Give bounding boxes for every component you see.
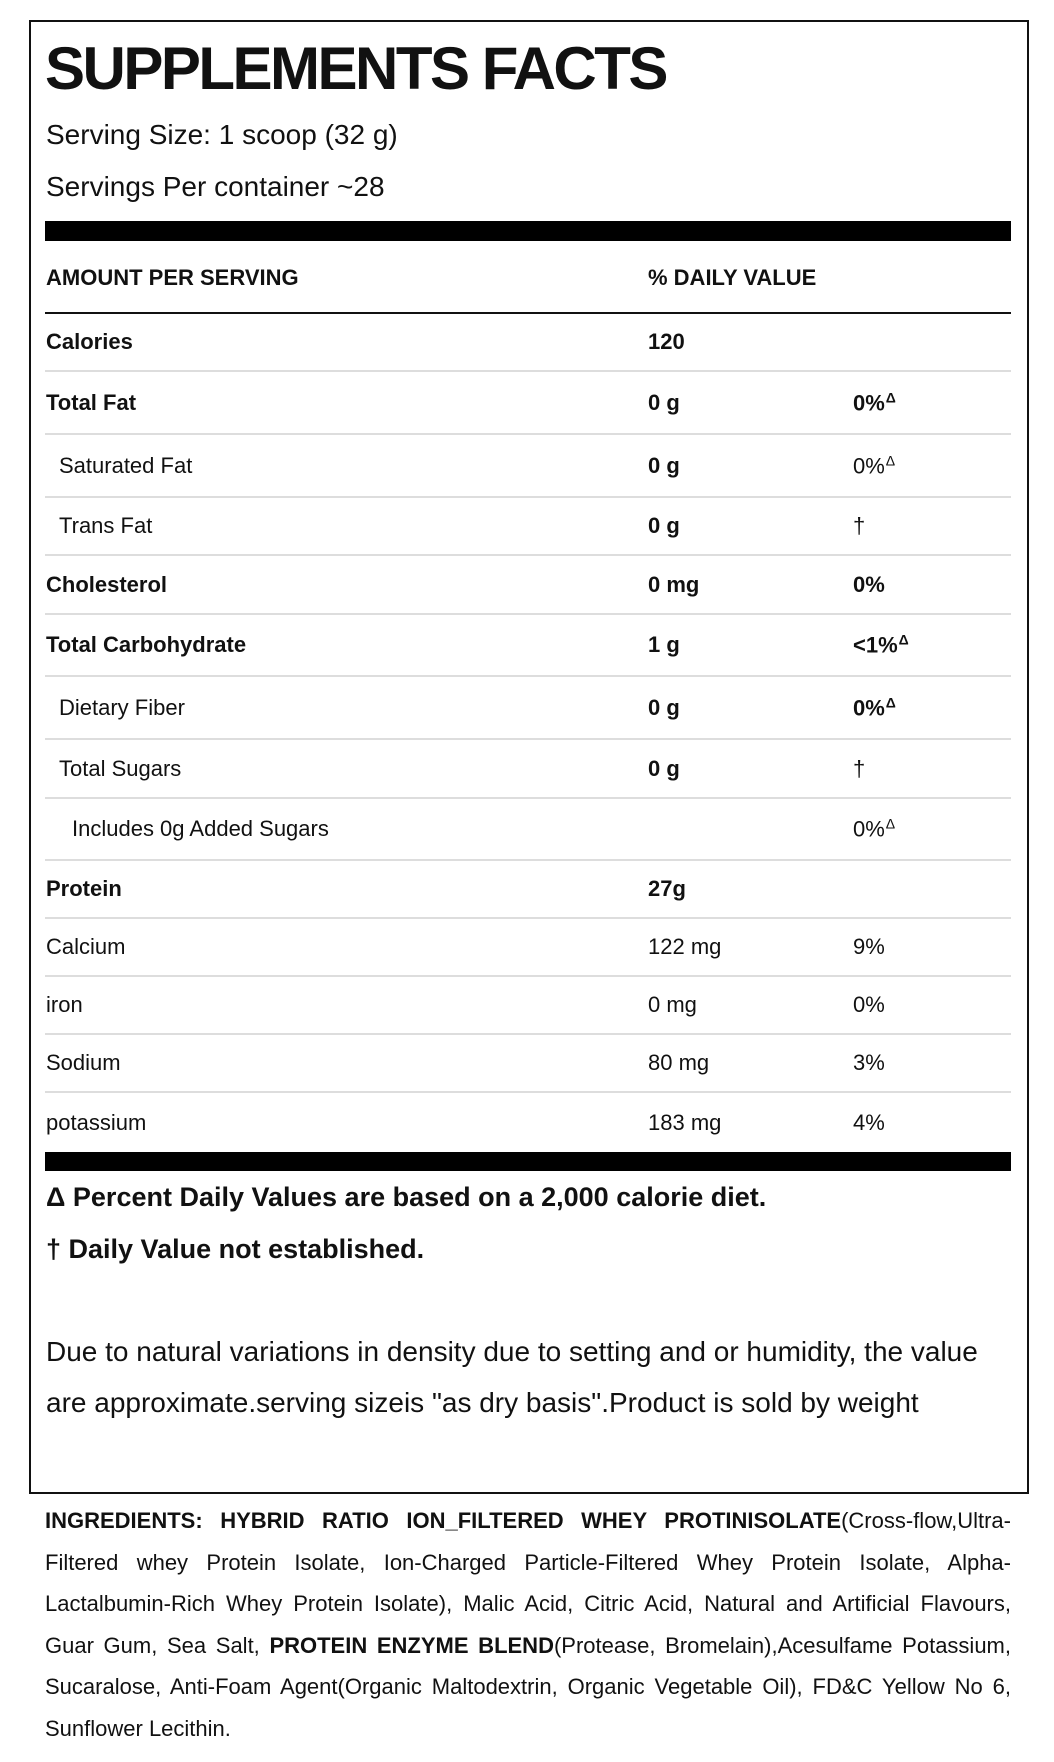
nutrient-label: Cholesterol (46, 571, 168, 597)
nutrient-label: Total Fat (46, 389, 137, 415)
delta-marker: Δ (885, 452, 896, 468)
daily-value-text: 0% (853, 992, 885, 1017)
nutrient-amount: 0 g (648, 452, 680, 478)
nutrient-row: Trans Fat 0 g † (45, 498, 1011, 556)
daily-value-header: % DAILY VALUE (648, 265, 817, 290)
daily-value-text: 3% (853, 1050, 885, 1075)
nutrient-label: Total Sugars (59, 755, 182, 781)
nutrient-amount: 122 mg (648, 934, 722, 959)
nutrient-amount: 27g (648, 876, 686, 901)
nutrient-daily-value: † (853, 756, 865, 782)
daily-value-text: 0% (853, 816, 885, 842)
header-divider (45, 312, 1011, 314)
nutrient-amount: 0 g (648, 755, 680, 781)
nutrient-daily-value: 9% (853, 934, 885, 960)
delta-marker: Δ (885, 815, 896, 832)
nutrient-amount: 183 mg (648, 1109, 722, 1135)
ingredients-part1: (Cross-flow,Ultra-Filtered whey Protein … (45, 1508, 1011, 1658)
nutrient-amount: 0 g (648, 513, 680, 538)
ingredients-part2: (Protease, Bromelain),Acesulfame Potassi… (45, 1632, 1011, 1741)
nutrient-amount: 0 mg (648, 992, 697, 1017)
nutrient-amount: 0 g (648, 389, 680, 415)
delta-marker: Δ (898, 631, 909, 648)
nutrient-row: Includes 0g Added Sugars 0%Δ (45, 799, 1011, 861)
nutrient-daily-value: 0%Δ (853, 389, 896, 416)
daily-value-text: 0% (853, 695, 885, 720)
ingredients-text: INGREDIENTS: HYBRID RATIO ION_FILTERED W… (45, 1500, 1011, 1749)
nutrient-row: Total Carbohydrate 1 g <1%Δ (45, 615, 1011, 677)
nutrient-amount: 120 (648, 329, 685, 354)
delta-marker: Δ (885, 389, 896, 405)
nutrient-amount: 0 mg (648, 571, 700, 597)
footnote-delta: Δ Percent Daily Values are based on a 2,… (46, 1182, 767, 1212)
nutrient-daily-value: 3% (853, 1050, 885, 1076)
nutrient-row: Cholesterol 0 mg 0% (45, 556, 1011, 615)
nutrient-label: Trans Fat (59, 513, 153, 538)
daily-value-text: 4% (853, 1109, 885, 1135)
nutrient-row: Total Sugars 0 g † (45, 740, 1011, 799)
serving-size: Serving Size: 1 scoop (32 g) (46, 119, 398, 150)
daily-value-text: 0% (853, 390, 885, 415)
daily-value-text: 9% (853, 934, 885, 959)
nutrient-label: Saturated Fat (59, 452, 193, 478)
supplement-facts-panel (29, 20, 1029, 1494)
nutrient-label: iron (46, 992, 83, 1017)
nutrient-label: Sodium (46, 1050, 121, 1075)
nutrient-row: Dietary Fiber 0 g 0%Δ (45, 677, 1011, 740)
nutrient-amount: 1 g (648, 632, 680, 657)
nutrient-row: Sodium 80 mg 3% (45, 1035, 1011, 1093)
nutrient-daily-value: 0%Δ (853, 452, 895, 479)
nutrient-daily-value: † (853, 513, 865, 539)
nutrient-label: Calcium (46, 934, 126, 959)
nutrient-amount: 0 g (648, 694, 680, 720)
nutrient-amount: 80 mg (648, 1050, 710, 1075)
delta-marker: Δ (885, 694, 896, 710)
nutrient-label: Protein (46, 876, 122, 901)
daily-value-text: <1% (853, 632, 898, 658)
nutrient-label: Total Carbohydrate (46, 632, 247, 657)
nutrient-label: Dietary Fiber (59, 694, 185, 720)
daily-value-text: 0% (853, 571, 885, 597)
nutrient-row: Calcium 122 mg 9% (45, 919, 1011, 977)
nutrient-row: Total Fat 0 g 0%Δ (45, 372, 1011, 435)
panel-title: SUPPLEMENTS FACTS (45, 35, 668, 102)
nutrient-daily-value: 0% (853, 992, 885, 1018)
thick-divider (45, 1152, 1011, 1171)
nutrient-daily-value: 0%Δ (853, 694, 896, 721)
nutrient-daily-value: 0%Δ (853, 816, 895, 843)
nutrient-row: Saturated Fat 0 g 0%Δ (45, 435, 1011, 498)
nutrient-daily-value: <1%Δ (853, 632, 909, 659)
footnote-dagger: † Daily Value not established. (46, 1234, 425, 1264)
thick-divider (45, 221, 1011, 241)
daily-value-text: † (853, 755, 866, 781)
nutrient-row: iron 0 mg 0% (45, 977, 1011, 1035)
nutrient-label: potassium (46, 1109, 147, 1135)
nutrient-daily-value: 0% (853, 572, 885, 598)
daily-value-text: 0% (853, 453, 885, 478)
amount-header: AMOUNT PER SERVING (46, 265, 299, 290)
nutrient-daily-value: 4% (853, 1110, 885, 1136)
disclaimer-text: Due to natural variations in density due… (46, 1336, 978, 1418)
nutrient-row: Protein 27g (45, 861, 1011, 919)
nutrient-label: Calories (46, 329, 133, 354)
daily-value-text: † (853, 513, 866, 538)
servings-per-container: Servings Per container ~28 (46, 171, 385, 202)
ingredients-label: INGREDIENTS: HYBRID RATIO ION_FILTERED W… (45, 1508, 842, 1533)
nutrient-label: Includes 0g Added Sugars (72, 816, 329, 841)
nutrient-row: potassium 183 mg 4% (45, 1093, 1011, 1152)
protein-enzyme-blend: PROTEIN ENZYME BLEND (269, 1632, 554, 1658)
nutrient-row: Calories 120 (45, 314, 1011, 372)
